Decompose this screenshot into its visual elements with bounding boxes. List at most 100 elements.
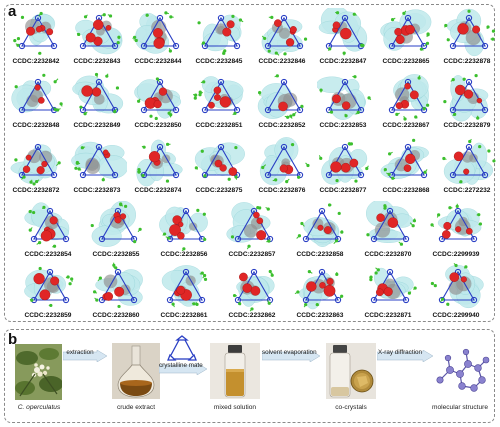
structure-thumbnail	[318, 142, 369, 185]
ccdc-number-label: CCDC:2232856	[160, 251, 208, 258]
structure-thumbnail	[294, 268, 344, 310]
step-caption-plant: C. operculatus	[17, 404, 61, 411]
ccdc-number-label: CCDC:2232878	[443, 58, 491, 65]
crystal-structure-cell: CCDC:2299940	[426, 262, 486, 324]
crystal-structure-cell: CCDC:2232843	[67, 8, 127, 70]
crystal-structure-cell: CCDC:2232860	[86, 262, 146, 324]
arrow-extraction: extraction	[62, 348, 108, 363]
structure-thumbnail	[75, 13, 123, 55]
ccdc-number-label: CCDC:2232850	[134, 122, 182, 129]
crystal-structure-cell: CCDC:2232857	[222, 201, 282, 263]
ccdc-number-label: CCDC:2232853	[319, 122, 367, 129]
ccdc-number-label: CCDC:2232848	[12, 122, 60, 129]
crystal-structure-cell: CCDC:2232867	[376, 72, 436, 134]
crystal-structure-cell: CCDC:2232873	[67, 137, 127, 199]
crystal-structure-cell: CCDC:2232858	[290, 201, 350, 263]
ccdc-number-label: CCDC:2232861	[160, 312, 208, 319]
structure-thumbnail	[259, 137, 310, 186]
structure-thumbnail	[430, 203, 483, 243]
ccdc-number-label: CCDC:2232879	[443, 122, 491, 129]
ccdc-number-label: CCDC:2232842	[12, 58, 60, 65]
structure-thumbnail	[232, 268, 275, 312]
crystal-structure-cell: CCDC:2232859	[18, 262, 78, 324]
ccdc-number-label: CCDC:2232858	[296, 251, 344, 258]
structure-thumbnail	[92, 262, 143, 309]
crystal-structure-cell: CCDC:2232844	[128, 8, 188, 70]
panel-a-frame	[4, 4, 495, 322]
structure-thumbnail	[134, 77, 182, 121]
ccdc-number-label: CCDC:2232873	[73, 187, 121, 194]
structure-thumbnail	[388, 74, 430, 121]
crystal-structure-cell: CCDC:2232870	[358, 201, 418, 263]
crystal-structure-cell: CCDC:2232850	[128, 72, 188, 134]
structure-thumbnail	[197, 14, 244, 55]
panel-b-frame	[4, 329, 495, 423]
panel-b-label: b	[8, 331, 18, 348]
molecular-structure-model	[432, 340, 494, 402]
ccdc-number-label: CCDC:2232849	[73, 122, 121, 129]
crystal-structure-cell: CCDC:2232856	[154, 201, 214, 263]
ccdc-number-label: CCDC:2232846	[258, 58, 306, 65]
macrocycle-structure	[166, 333, 198, 363]
crystal-structure-cell: CCDC:2232876	[252, 137, 312, 199]
structure-thumbnail	[132, 11, 180, 54]
structure-thumbnail	[430, 263, 484, 309]
ccdc-number-label: CCDC:2232865	[382, 58, 430, 65]
crystal-structure-cell: CCDC:2232868	[376, 137, 436, 199]
ccdc-number-label: CCDC:2232847	[319, 58, 367, 65]
ccdc-number-label: CCDC:2232845	[195, 58, 243, 65]
structure-thumbnail	[71, 141, 127, 182]
ccdc-number-label: CCDC:2232863	[296, 312, 344, 319]
crystal-structure-cell: CCDC:2232877	[313, 137, 373, 199]
structure-thumbnail	[13, 11, 58, 55]
ccdc-number-label: CCDC:2232874	[134, 187, 182, 194]
crystal-structure-cell: CCDC:2232865	[376, 8, 436, 70]
crystal-structure-cell: CCDC:2232845	[189, 8, 249, 70]
co-crystals-vial	[326, 343, 376, 399]
structure-thumbnail	[257, 74, 304, 119]
arrow-solvent-evaporation: solvent evaporation	[261, 348, 321, 363]
structure-thumbnail	[24, 202, 70, 248]
structure-thumbnail	[11, 73, 63, 114]
ccdc-number-label: CCDC:2232872	[12, 187, 60, 194]
ccdc-number-label: CCDC:2232862	[228, 312, 276, 319]
ccdc-number-label: CCDC:2232877	[319, 187, 367, 194]
structure-thumbnail	[318, 8, 368, 56]
crystal-structure-cell: CCDC:2232878	[437, 8, 497, 70]
arrow-crystalline-mate: crystalline mate	[158, 361, 208, 376]
structure-thumbnail	[443, 74, 489, 122]
crystal-structure-cell: CCDC:2232842	[6, 8, 66, 70]
ccdc-number-label: CCDC:2299940	[432, 312, 480, 319]
structure-thumbnail	[444, 8, 496, 57]
crystal-structure-cell: CCDC:2232871	[358, 262, 418, 324]
structure-thumbnail	[261, 14, 308, 56]
crystal-structure-cell: CCDC:2299939	[426, 201, 486, 263]
crude-extract-flask	[112, 343, 160, 399]
crystal-structure-cell: CCDC:2232861	[154, 262, 214, 324]
crystal-structure-cell: CCDC:2232854	[18, 201, 78, 263]
structure-thumbnail	[72, 72, 124, 116]
crystal-structure-cell: CCDC:2232879	[437, 72, 497, 134]
crystal-structure-cell: CCDC:2232874	[128, 137, 188, 199]
panel-a-label: a	[8, 3, 17, 20]
structure-thumbnail	[90, 201, 142, 247]
structure-thumbnail	[296, 203, 344, 247]
arrow-label-solvent-evaporation: solvent evaporation	[262, 348, 317, 356]
arrow-label-extraction: extraction	[66, 348, 94, 356]
ccdc-number-label: CCDC:2232843	[73, 58, 121, 65]
ccdc-number-label: CCDC:2232855	[92, 251, 140, 258]
structure-thumbnail	[369, 267, 417, 304]
ccdc-number-label: CCDC:2232852	[258, 122, 306, 129]
crystal-structure-cell: CCDC:2232852	[252, 72, 312, 134]
step-caption-extract: crude extract	[116, 404, 156, 411]
ccdc-number-label: CCDC:2232851	[195, 122, 243, 129]
ccdc-number-label: CCDC:2232867	[382, 122, 430, 129]
crystal-structure-cell: CCDC:2232851	[189, 72, 249, 134]
structure-thumbnail	[24, 266, 74, 308]
ccdc-number-label: CCDC:2232860	[92, 312, 140, 319]
structure-thumbnail	[193, 76, 244, 116]
arrow-label-crystalline-mate: crystalline mate	[159, 361, 203, 369]
structure-thumbnail	[380, 9, 432, 51]
crystal-structure-cell: CCDC:2232848	[6, 72, 66, 134]
crystal-structure-cell: CCDC:2232863	[290, 262, 350, 324]
